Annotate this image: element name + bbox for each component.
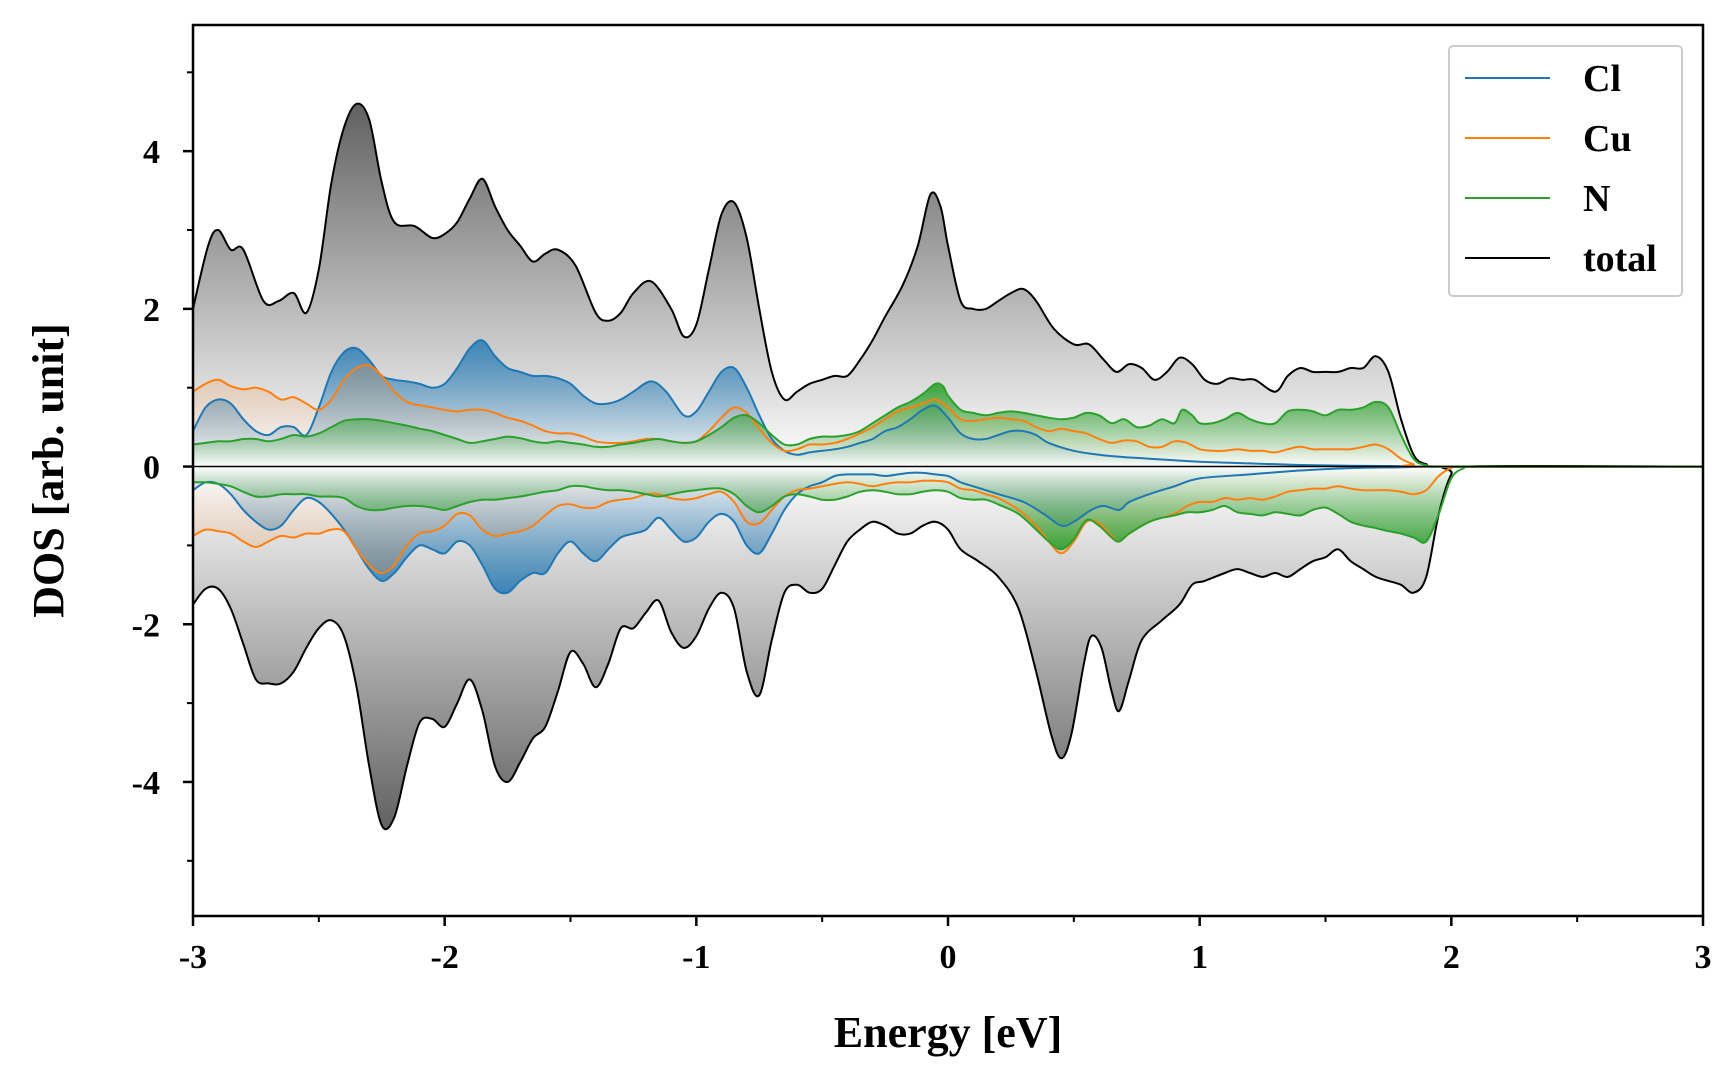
y-axis-title: DOS [arb. unit] [24, 323, 73, 618]
y-tick-label: 0 [143, 450, 160, 487]
legend-label: N [1583, 178, 1610, 220]
legend-label: Cu [1583, 118, 1632, 160]
cl-down-line [192, 465, 1704, 595]
series-lines [192, 102, 1704, 831]
y-tick-label: -2 [132, 607, 160, 644]
total-up-fill [193, 103, 1703, 467]
y-tick-label: 2 [143, 292, 160, 329]
x-axis-ticks: -3 -2 -1 0 1 2 3 [179, 916, 1712, 976]
cu-up-line [192, 364, 1704, 468]
x-tick-label: -3 [179, 939, 207, 976]
n-up-line [192, 382, 1704, 468]
total-down-line [192, 464, 1704, 831]
x-axis-title: Energy [eV] [834, 1008, 1063, 1057]
x-tick-label: 2 [1443, 939, 1460, 976]
n-down-line [192, 465, 1704, 551]
legend-box [1448, 45, 1683, 297]
legend-label: Cl [1583, 58, 1621, 100]
cu-down-line [192, 465, 1704, 575]
y-tick-label: 4 [143, 134, 160, 171]
series-fills [193, 103, 1703, 830]
x-tick-label: -2 [431, 939, 459, 976]
x-tick-label: 0 [940, 939, 957, 976]
x-tick-label: -1 [682, 939, 710, 976]
legend-label: total [1583, 238, 1657, 280]
x-tick-label: 3 [1695, 939, 1712, 976]
n-up-fill [193, 383, 1703, 467]
y-tick-label: -4 [132, 765, 160, 802]
cl-up-line [192, 339, 1703, 468]
cu-down-fill [193, 466, 1703, 573]
y-axis-ticks: -4 -2 0 2 4 [132, 71, 193, 862]
n-down-fill [193, 466, 1703, 550]
x-tick-label: 1 [1191, 939, 1208, 976]
total-up-line [192, 102, 1704, 468]
